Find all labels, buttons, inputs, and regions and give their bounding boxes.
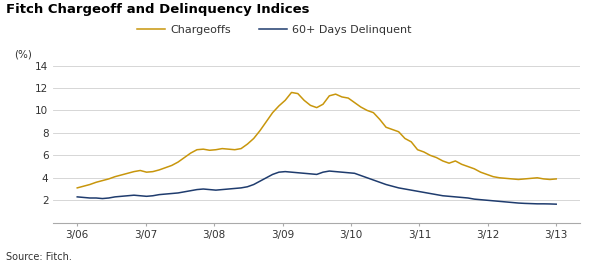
Chargeoffs [231, 148, 239, 151]
Chargeoffs [345, 96, 352, 100]
Text: Source: Fitch.: Source: Fitch. [6, 252, 72, 262]
Chargeoffs [168, 164, 175, 167]
Chargeoffs [269, 111, 276, 114]
Chargeoffs [553, 177, 560, 181]
60+ Days Delinquent [345, 171, 352, 174]
60+ Days Delinquent [237, 186, 244, 189]
Chargeoffs [282, 99, 289, 102]
Chargeoffs [237, 147, 244, 150]
60+ Days Delinquent [269, 173, 276, 176]
Chargeoffs [288, 91, 295, 94]
60+ Days Delinquent [326, 170, 333, 173]
Legend: Chargeoffs, 60+ Days Delinquent: Chargeoffs, 60+ Days Delinquent [133, 21, 416, 40]
Text: Fitch Chargeoff and Delinquency Indices: Fitch Chargeoff and Delinquency Indices [6, 3, 310, 16]
60+ Days Delinquent [168, 192, 175, 195]
60+ Days Delinquent [73, 195, 81, 198]
60+ Days Delinquent [282, 170, 289, 173]
Line: Chargeoffs: Chargeoffs [77, 92, 556, 188]
Line: 60+ Days Delinquent: 60+ Days Delinquent [77, 171, 556, 204]
60+ Days Delinquent [553, 203, 560, 206]
60+ Days Delinquent [231, 187, 239, 190]
Chargeoffs [73, 186, 81, 189]
Text: (%): (%) [14, 49, 31, 59]
